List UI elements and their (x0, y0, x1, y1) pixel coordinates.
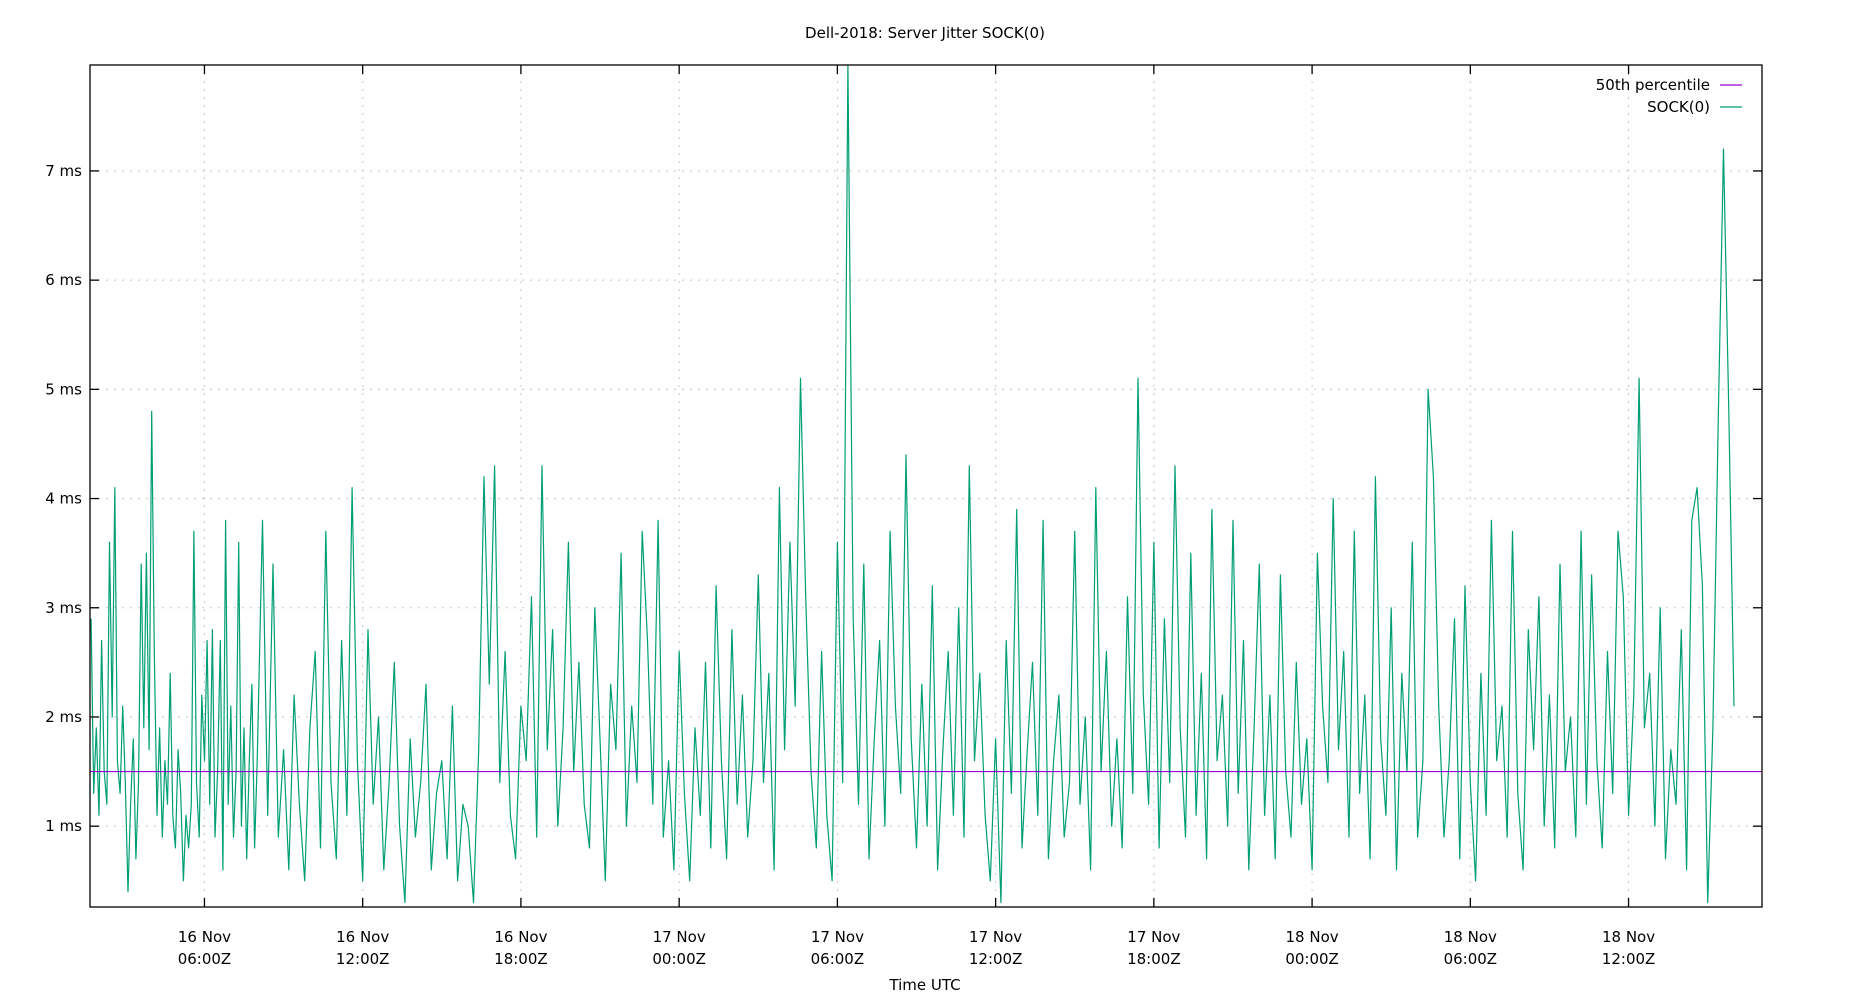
x-tick-label-date: 18 Nov (1444, 928, 1497, 946)
legend-label: SOCK(0) (1647, 98, 1710, 116)
y-tick-label: 6 ms (45, 271, 82, 289)
chart-title: Dell-2018: Server Jitter SOCK(0) (805, 24, 1045, 42)
y-axis: 1 ms 2 ms 3 ms 4 ms 5 ms 6 ms 7 ms (45, 162, 1762, 835)
plot-border (89, 64, 1763, 908)
x-tick-label-date: 17 Nov (1127, 928, 1180, 946)
x-tick-label-date: 16 Nov (494, 928, 547, 946)
x-tick-label-date: 16 Nov (336, 928, 389, 946)
sock0-series-line (90, 65, 1735, 904)
legend: 50th percentile SOCK(0) (1596, 76, 1742, 116)
x-tick-label-time: 12:00Z (1602, 950, 1656, 968)
x-tick-label-time: 12:00Z (336, 950, 390, 968)
x-tick-label-date: 17 Nov (653, 928, 706, 946)
y-tick-label: 5 ms (45, 380, 82, 398)
legend-label: 50th percentile (1596, 76, 1710, 94)
x-axis: 16 Nov 06:00Z 16 Nov 12:00Z 16 Nov 18:00Z 17 N… (178, 65, 1656, 968)
x-tick-label-date: 17 Nov (969, 928, 1022, 946)
x-tick-label-time: 06:00Z (811, 950, 865, 968)
x-tick-label-time: 18:00Z (494, 950, 548, 968)
x-tick-label-date: 18 Nov (1602, 928, 1655, 946)
x-tick-label-time: 00:00Z (652, 950, 706, 968)
x-axis-label: Time UTC (888, 976, 960, 994)
y-tick-label: 2 ms (45, 708, 82, 726)
x-tick-label-time: 12:00Z (969, 950, 1023, 968)
x-tick-label-date: 18 Nov (1286, 928, 1339, 946)
x-tick-label-date: 17 Nov (811, 928, 864, 946)
x-tick-label-time: 18:00Z (1127, 950, 1181, 968)
x-tick-label-time: 06:00Z (1444, 950, 1498, 968)
y-tick-label: 1 ms (45, 817, 82, 835)
x-tick-label-time: 00:00Z (1285, 950, 1339, 968)
y-tick-label: 3 ms (45, 599, 82, 617)
grid-lines (90, 65, 1762, 907)
y-tick-label: 7 ms (45, 162, 82, 180)
y-tick-label: 4 ms (45, 490, 82, 508)
x-tick-label-date: 16 Nov (178, 928, 231, 946)
x-tick-label-time: 06:00Z (178, 950, 232, 968)
